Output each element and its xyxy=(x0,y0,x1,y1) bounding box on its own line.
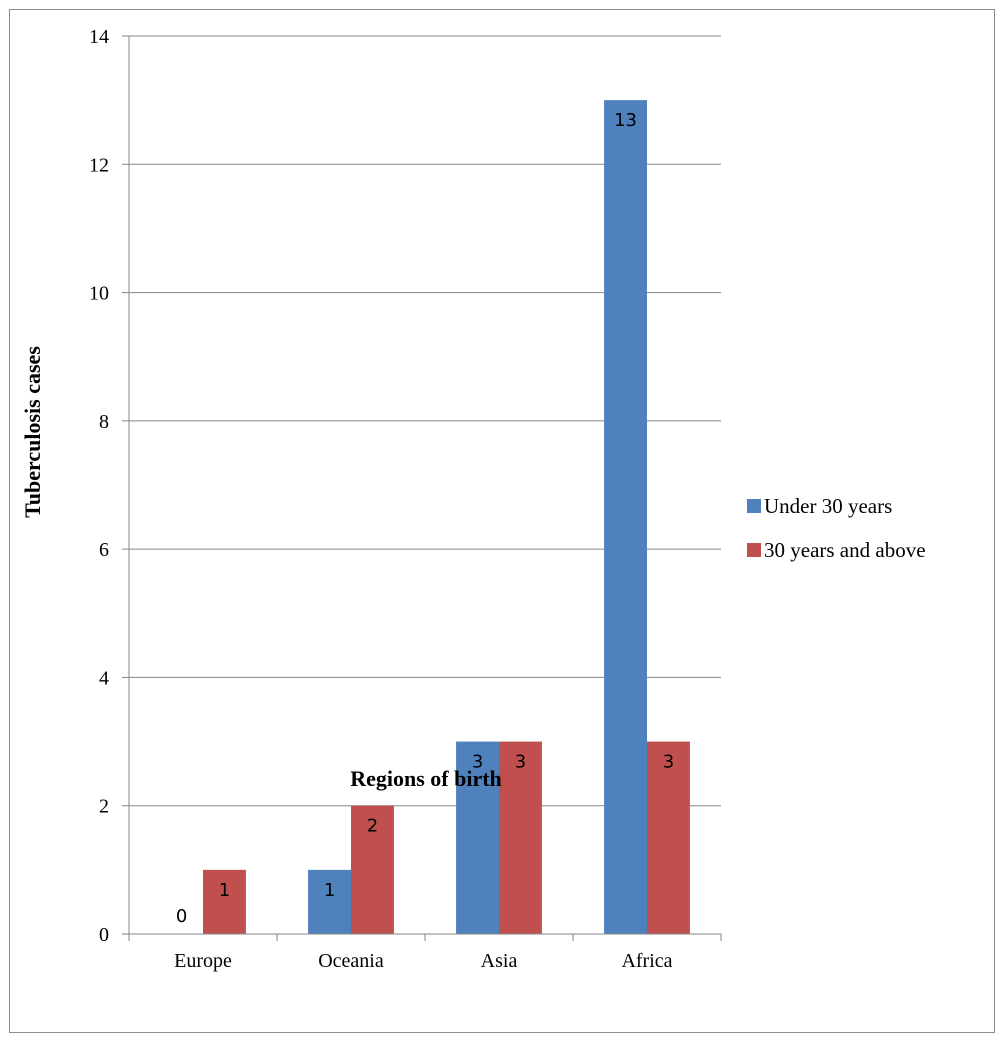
data-label: 13 xyxy=(614,110,637,131)
y-axis-title: Tuberculosis cases xyxy=(20,346,45,518)
legend-swatch xyxy=(747,499,761,513)
legend-label: Under 30 years xyxy=(764,494,892,518)
bar xyxy=(351,805,394,934)
bar xyxy=(456,741,499,934)
data-label: 3 xyxy=(515,752,526,773)
bar xyxy=(203,869,246,934)
y-tick-label: 4 xyxy=(99,667,109,689)
axes xyxy=(122,35,722,941)
data-label: 3 xyxy=(472,752,483,773)
legend: Under 30 years 30 years and above xyxy=(747,494,926,562)
data-label: 1 xyxy=(324,880,335,901)
bars xyxy=(203,100,690,934)
bar xyxy=(308,869,351,934)
bar xyxy=(604,100,647,934)
x-tick-label: Asia xyxy=(481,950,518,972)
x-tick-label: Oceania xyxy=(318,950,384,972)
y-tick-label: 10 xyxy=(89,283,109,305)
bar xyxy=(499,741,542,934)
data-label: 0 xyxy=(176,906,187,927)
legend-swatch xyxy=(747,543,761,557)
x-tick-label: Europe xyxy=(174,950,232,972)
bar xyxy=(647,741,690,934)
legend-label: 30 years and above xyxy=(764,538,926,562)
y-tick-label: 0 xyxy=(99,924,109,946)
x-axis-title: Regions of birth xyxy=(350,766,502,791)
y-tick-label: 8 xyxy=(99,411,109,433)
y-tick-label: 6 xyxy=(99,539,109,561)
y-tick-label: 2 xyxy=(99,796,109,818)
data-label: 2 xyxy=(367,816,378,837)
data-label: 3 xyxy=(663,752,674,773)
y-tick-label: 12 xyxy=(89,154,109,176)
data-label: 1 xyxy=(219,880,230,901)
x-tick-label: Africa xyxy=(621,950,672,972)
y-tick-label: 14 xyxy=(89,26,109,48)
